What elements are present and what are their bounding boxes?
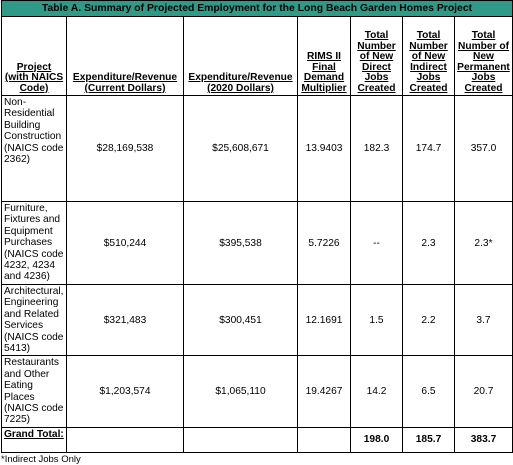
project-cell: Restaurants and Other Eating Places (NAI… bbox=[1, 355, 67, 428]
data-cell: 383.7 bbox=[454, 426, 513, 453]
data-cell: $300,451 bbox=[183, 283, 298, 357]
data-cell: $25,608,671 bbox=[183, 95, 298, 202]
data-cell: 2.3* bbox=[454, 201, 513, 285]
column-header: Project (with NAICS Code) bbox=[1, 16, 67, 96]
data-cell: 1.5 bbox=[350, 283, 403, 357]
data-cell: 13.9403 bbox=[297, 95, 351, 202]
data-cell: 198.0 bbox=[350, 426, 403, 453]
data-cell: 19.4267 bbox=[297, 355, 351, 428]
data-cell: 182.3 bbox=[350, 95, 403, 202]
data-cell: 12.1691 bbox=[297, 283, 351, 357]
column-header: RIMS II Final Demand Multiplier bbox=[297, 16, 351, 96]
grand-total-row: Grand Total: 198.0 185.7 383.7 bbox=[1, 426, 513, 453]
column-header: Total Number of New Direct Jobs Created bbox=[350, 16, 403, 96]
table-row: Restaurants and Other Eating Places (NAI… bbox=[1, 355, 513, 428]
data-cell: 20.7 bbox=[454, 355, 513, 428]
data-cell: $1,065,110 bbox=[183, 355, 298, 428]
column-header: Total Number of New Permanent Jobs Creat… bbox=[454, 16, 513, 96]
table-row: Non-Residential Building Construction (N… bbox=[1, 95, 513, 202]
grand-total-label: Grand Total: bbox=[1, 426, 67, 453]
data-cell: $395,538 bbox=[183, 201, 298, 285]
data-cell: 357.0 bbox=[454, 95, 513, 202]
project-cell: Furniture, Fixtures and Equipment Purcha… bbox=[1, 201, 67, 285]
footnote: *Indirect Jobs Only bbox=[1, 453, 81, 465]
table-title-row: Table A. Summary of Projected Employment… bbox=[1, 0, 513, 17]
table-row: Architectural, Engineering and Related S… bbox=[1, 283, 513, 357]
data-cell: 174.7 bbox=[402, 95, 455, 202]
data-cell: -- bbox=[350, 201, 403, 285]
data-cell: 6.5 bbox=[402, 355, 455, 428]
data-cell: 2.3 bbox=[402, 201, 455, 285]
data-cell: 14.2 bbox=[350, 355, 403, 428]
column-header: Expenditure/Revenue (2020 Dollars) bbox=[183, 16, 298, 96]
data-cell: $1,203,574 bbox=[66, 355, 184, 428]
data-cell: 5.7226 bbox=[297, 201, 351, 285]
employment-summary-table: Table A. Summary of Projected Employment… bbox=[1, 0, 513, 453]
data-cell bbox=[297, 426, 351, 453]
data-cell: $28,169,538 bbox=[66, 95, 184, 202]
data-cell: 3.7 bbox=[454, 283, 513, 357]
data-cell: $321,483 bbox=[66, 283, 184, 357]
header-row: Project (with NAICS Code) Expenditure/Re… bbox=[1, 16, 513, 96]
data-cell: $510,244 bbox=[66, 201, 184, 285]
project-cell: Non-Residential Building Construction (N… bbox=[1, 95, 67, 202]
data-cell bbox=[66, 426, 184, 453]
data-cell: 2.2 bbox=[402, 283, 455, 357]
data-cell: 185.7 bbox=[402, 426, 455, 453]
column-header: Expenditure/Revenue (Current Dollars) bbox=[66, 16, 184, 96]
table-title: Table A. Summary of Projected Employment… bbox=[1, 0, 513, 17]
table-row: Furniture, Fixtures and Equipment Purcha… bbox=[1, 201, 513, 285]
column-header: Total Number of New Indirect Jobs Create… bbox=[402, 16, 455, 96]
data-cell bbox=[183, 426, 298, 453]
project-cell: Architectural, Engineering and Related S… bbox=[1, 283, 67, 357]
